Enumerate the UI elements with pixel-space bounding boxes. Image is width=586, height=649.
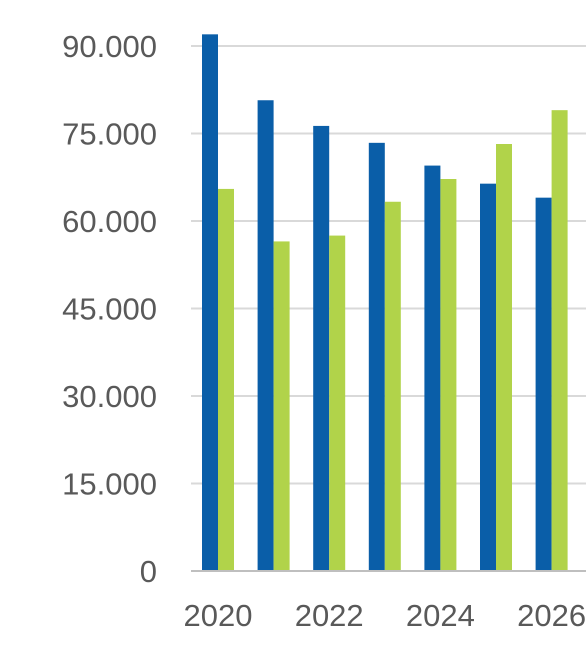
x-tick-label: 2022 [295,598,364,633]
bar-series-1-2022 [313,125,330,572]
bar-series-2-2022 [329,235,346,572]
y-tick-label: 30.000 [62,379,157,414]
bar-series-2-2024 [440,179,457,571]
bar-series-1-2020 [202,34,218,572]
y-tick-label: 0 [140,554,157,589]
bar-series-2-2025 [496,144,512,571]
y-tick-label: 60.000 [62,204,157,239]
x-tick-label: 2026 [517,598,586,633]
bar-series-2-2020 [218,188,234,571]
y-tick-label: 45.000 [62,292,157,327]
bar-series-1-2021 [257,100,274,571]
bars [202,34,568,572]
y-axis-tick-labels: 0 15.000 30.000 45.000 60.000 75.000 90.000 [62,29,157,589]
bar-series-1-2023 [368,142,385,572]
y-tick-label: 15.000 [62,467,157,502]
y-tick-label: 75.000 [62,117,157,152]
bar-series-1-2025 [480,183,496,571]
bar-series-2-2026 [551,110,568,572]
y-tick-label: 90.000 [62,29,157,64]
bar-series-2-2023 [384,201,401,571]
x-tick-label: 2020 [184,598,253,633]
x-tick-label: 2024 [406,598,475,633]
bar-series-1-2024 [424,165,441,572]
x-axis-tick-labels: 2020 2022 2024 2026 [184,598,586,633]
bar-series-1-2026 [535,197,552,571]
bar-series-2-2021 [273,241,290,571]
